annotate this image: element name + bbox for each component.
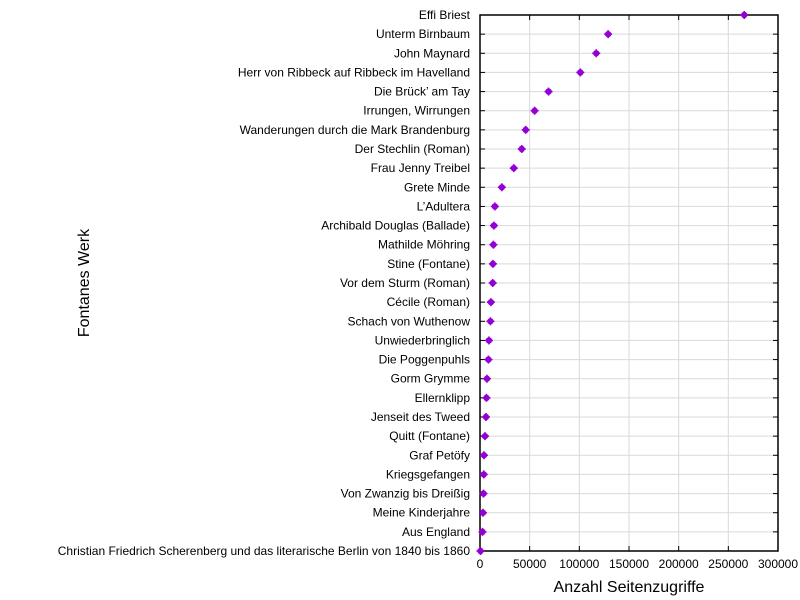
data-point — [476, 547, 485, 555]
data-point — [490, 202, 499, 211]
y-tick-label: Meine Kinderjahre — [373, 506, 471, 520]
data-point — [480, 432, 489, 441]
grid — [479, 14, 779, 552]
data-point — [497, 183, 506, 192]
data-point — [486, 298, 495, 307]
y-tick-label: Stine (Fontane) — [387, 257, 470, 271]
y-tick-label: Unwiederbringlich — [375, 333, 470, 347]
y-tick-label: Vor dem Sturm (Roman) — [340, 276, 470, 290]
data-point — [517, 145, 526, 153]
y-tick-label: Ellernklipp — [415, 391, 471, 405]
x-tick-label: 300000 — [758, 557, 798, 571]
data-point — [544, 87, 553, 96]
y-tick-label: Die Brück’ am Tay — [374, 85, 470, 99]
x-tick-label: 50000 — [513, 557, 547, 571]
data-point — [482, 374, 491, 383]
y-tick-label: Frau Jenny Treibel — [371, 161, 470, 175]
data-point — [488, 259, 497, 268]
data-point — [489, 240, 498, 249]
data-point — [479, 470, 488, 479]
x-tick-label: 200000 — [659, 557, 699, 571]
data-point — [478, 527, 487, 536]
y-tick-label: Unterm Birnbaum — [376, 27, 470, 41]
data-point — [479, 489, 488, 498]
y-tick-label: Von Zwanzig bis Dreißig — [341, 487, 470, 501]
y-tick-label: Die Poggenpuhls — [379, 353, 470, 367]
data-point — [482, 393, 491, 402]
x-axis-label: Anzahl Seitenzugriffe — [554, 579, 705, 596]
data-point — [486, 317, 495, 326]
y-tick-label: Grete Minde — [404, 180, 470, 194]
data-point — [484, 336, 493, 345]
y-tick-label: John Maynard — [394, 46, 470, 60]
y-tick-label: Der Stechlin (Roman) — [355, 142, 470, 156]
x-tick-label: 0 — [477, 557, 484, 571]
y-tick-label: Quitt (Fontane) — [389, 429, 470, 443]
y-tick-label: Jenseit des Tweed — [371, 410, 470, 424]
data-point — [481, 413, 490, 421]
y-tick-label: Herr von Ribbeck auf Ribbeck im Havellan… — [238, 65, 470, 79]
y-tick-label: Cécile (Roman) — [387, 295, 470, 309]
data-point — [740, 11, 749, 19]
y-tick-label: Gorm Grymme — [391, 372, 471, 386]
data-point — [509, 164, 518, 173]
data-point — [478, 508, 487, 517]
data-point — [521, 125, 530, 134]
y-tick-label: Irrungen, Wirrungen — [363, 104, 470, 118]
y-tick-label: Wanderungen durch die Mark Brandenburg — [240, 123, 470, 137]
y-tick-label: Graf Petöfy — [409, 448, 470, 462]
data-point — [484, 355, 493, 364]
x-tick-label: 250000 — [708, 557, 748, 571]
y-tick-label: Christian Friedrich Scherenberg und das … — [58, 544, 471, 558]
y-tick-label: Kriegsgefangen — [386, 467, 470, 481]
data-point — [576, 68, 585, 77]
y-tick-label: Schach von Wuthenow — [347, 314, 470, 328]
data-point — [592, 49, 601, 58]
y-tick-label: Aus England — [402, 525, 470, 539]
x-tick-label: 100000 — [559, 557, 599, 571]
data-point — [604, 30, 613, 39]
y-axis: Effi Briest Unterm Birnbaum John Maynard He… — [58, 8, 778, 558]
y-tick-label: Effi Briest — [419, 8, 471, 22]
data-point — [479, 451, 488, 460]
data-point — [489, 221, 498, 230]
x-axis: 0 50000 100000 150000 200000 250000 300000 — [477, 15, 798, 571]
data-point — [488, 279, 497, 287]
y-tick-label: L’Adultera — [417, 199, 471, 213]
y-axis-label: Fontanes Werk — [76, 228, 93, 337]
data-points — [476, 11, 749, 555]
x-tick-label: 150000 — [609, 557, 649, 571]
y-tick-label: Mathilde Möhring — [378, 238, 470, 252]
data-point — [530, 106, 539, 115]
y-tick-label: Archibald Douglas (Ballade) — [321, 219, 470, 233]
